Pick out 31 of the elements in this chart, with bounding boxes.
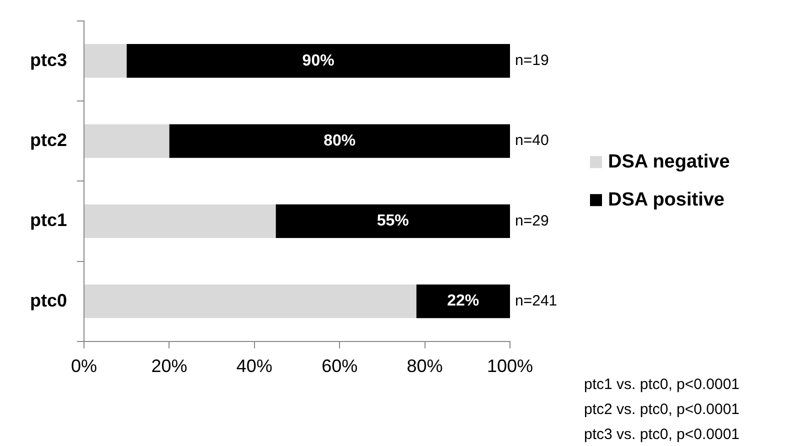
bar bbox=[84, 124, 170, 158]
text: n=241 bbox=[515, 292, 558, 310]
data-label: 22% bbox=[447, 292, 480, 310]
x-tick-label: 100% bbox=[486, 356, 534, 376]
legend-label: DSA positive bbox=[608, 189, 724, 210]
y-tick-label: ptc0 bbox=[30, 290, 68, 310]
x-tick-label: 80% bbox=[406, 356, 443, 376]
x-tick-label: 40% bbox=[236, 356, 272, 376]
x-tick-label: 20% bbox=[151, 356, 188, 376]
x-tick-label: 0% bbox=[71, 356, 98, 376]
y-tick-label: ptc1 bbox=[30, 210, 68, 230]
bar bbox=[169, 124, 510, 158]
bar bbox=[416, 284, 510, 318]
data-label: 80% bbox=[324, 132, 356, 150]
y-tick-label: ptc3 bbox=[30, 50, 68, 70]
text: n=40 bbox=[515, 132, 549, 150]
y-tick-label: ptc2 bbox=[30, 130, 68, 150]
data-label: 90% bbox=[302, 52, 334, 70]
legend-label: DSA negative bbox=[608, 151, 730, 172]
bar bbox=[126, 44, 510, 78]
bar bbox=[84, 284, 416, 318]
x-tick-label: 60% bbox=[322, 356, 358, 376]
text: ptc1 vs. ptc0, p<0.0001 bbox=[584, 376, 740, 394]
bar bbox=[276, 204, 510, 238]
bar bbox=[84, 44, 127, 78]
text: n=29 bbox=[515, 212, 549, 230]
bar bbox=[84, 204, 276, 238]
text: n=19 bbox=[515, 52, 549, 70]
data-label: 55% bbox=[376, 212, 409, 230]
text: ptc3 vs. ptc0, p<0.0001 bbox=[584, 426, 740, 444]
text: ptc2 vs. ptc0, p<0.0001 bbox=[584, 401, 740, 418]
